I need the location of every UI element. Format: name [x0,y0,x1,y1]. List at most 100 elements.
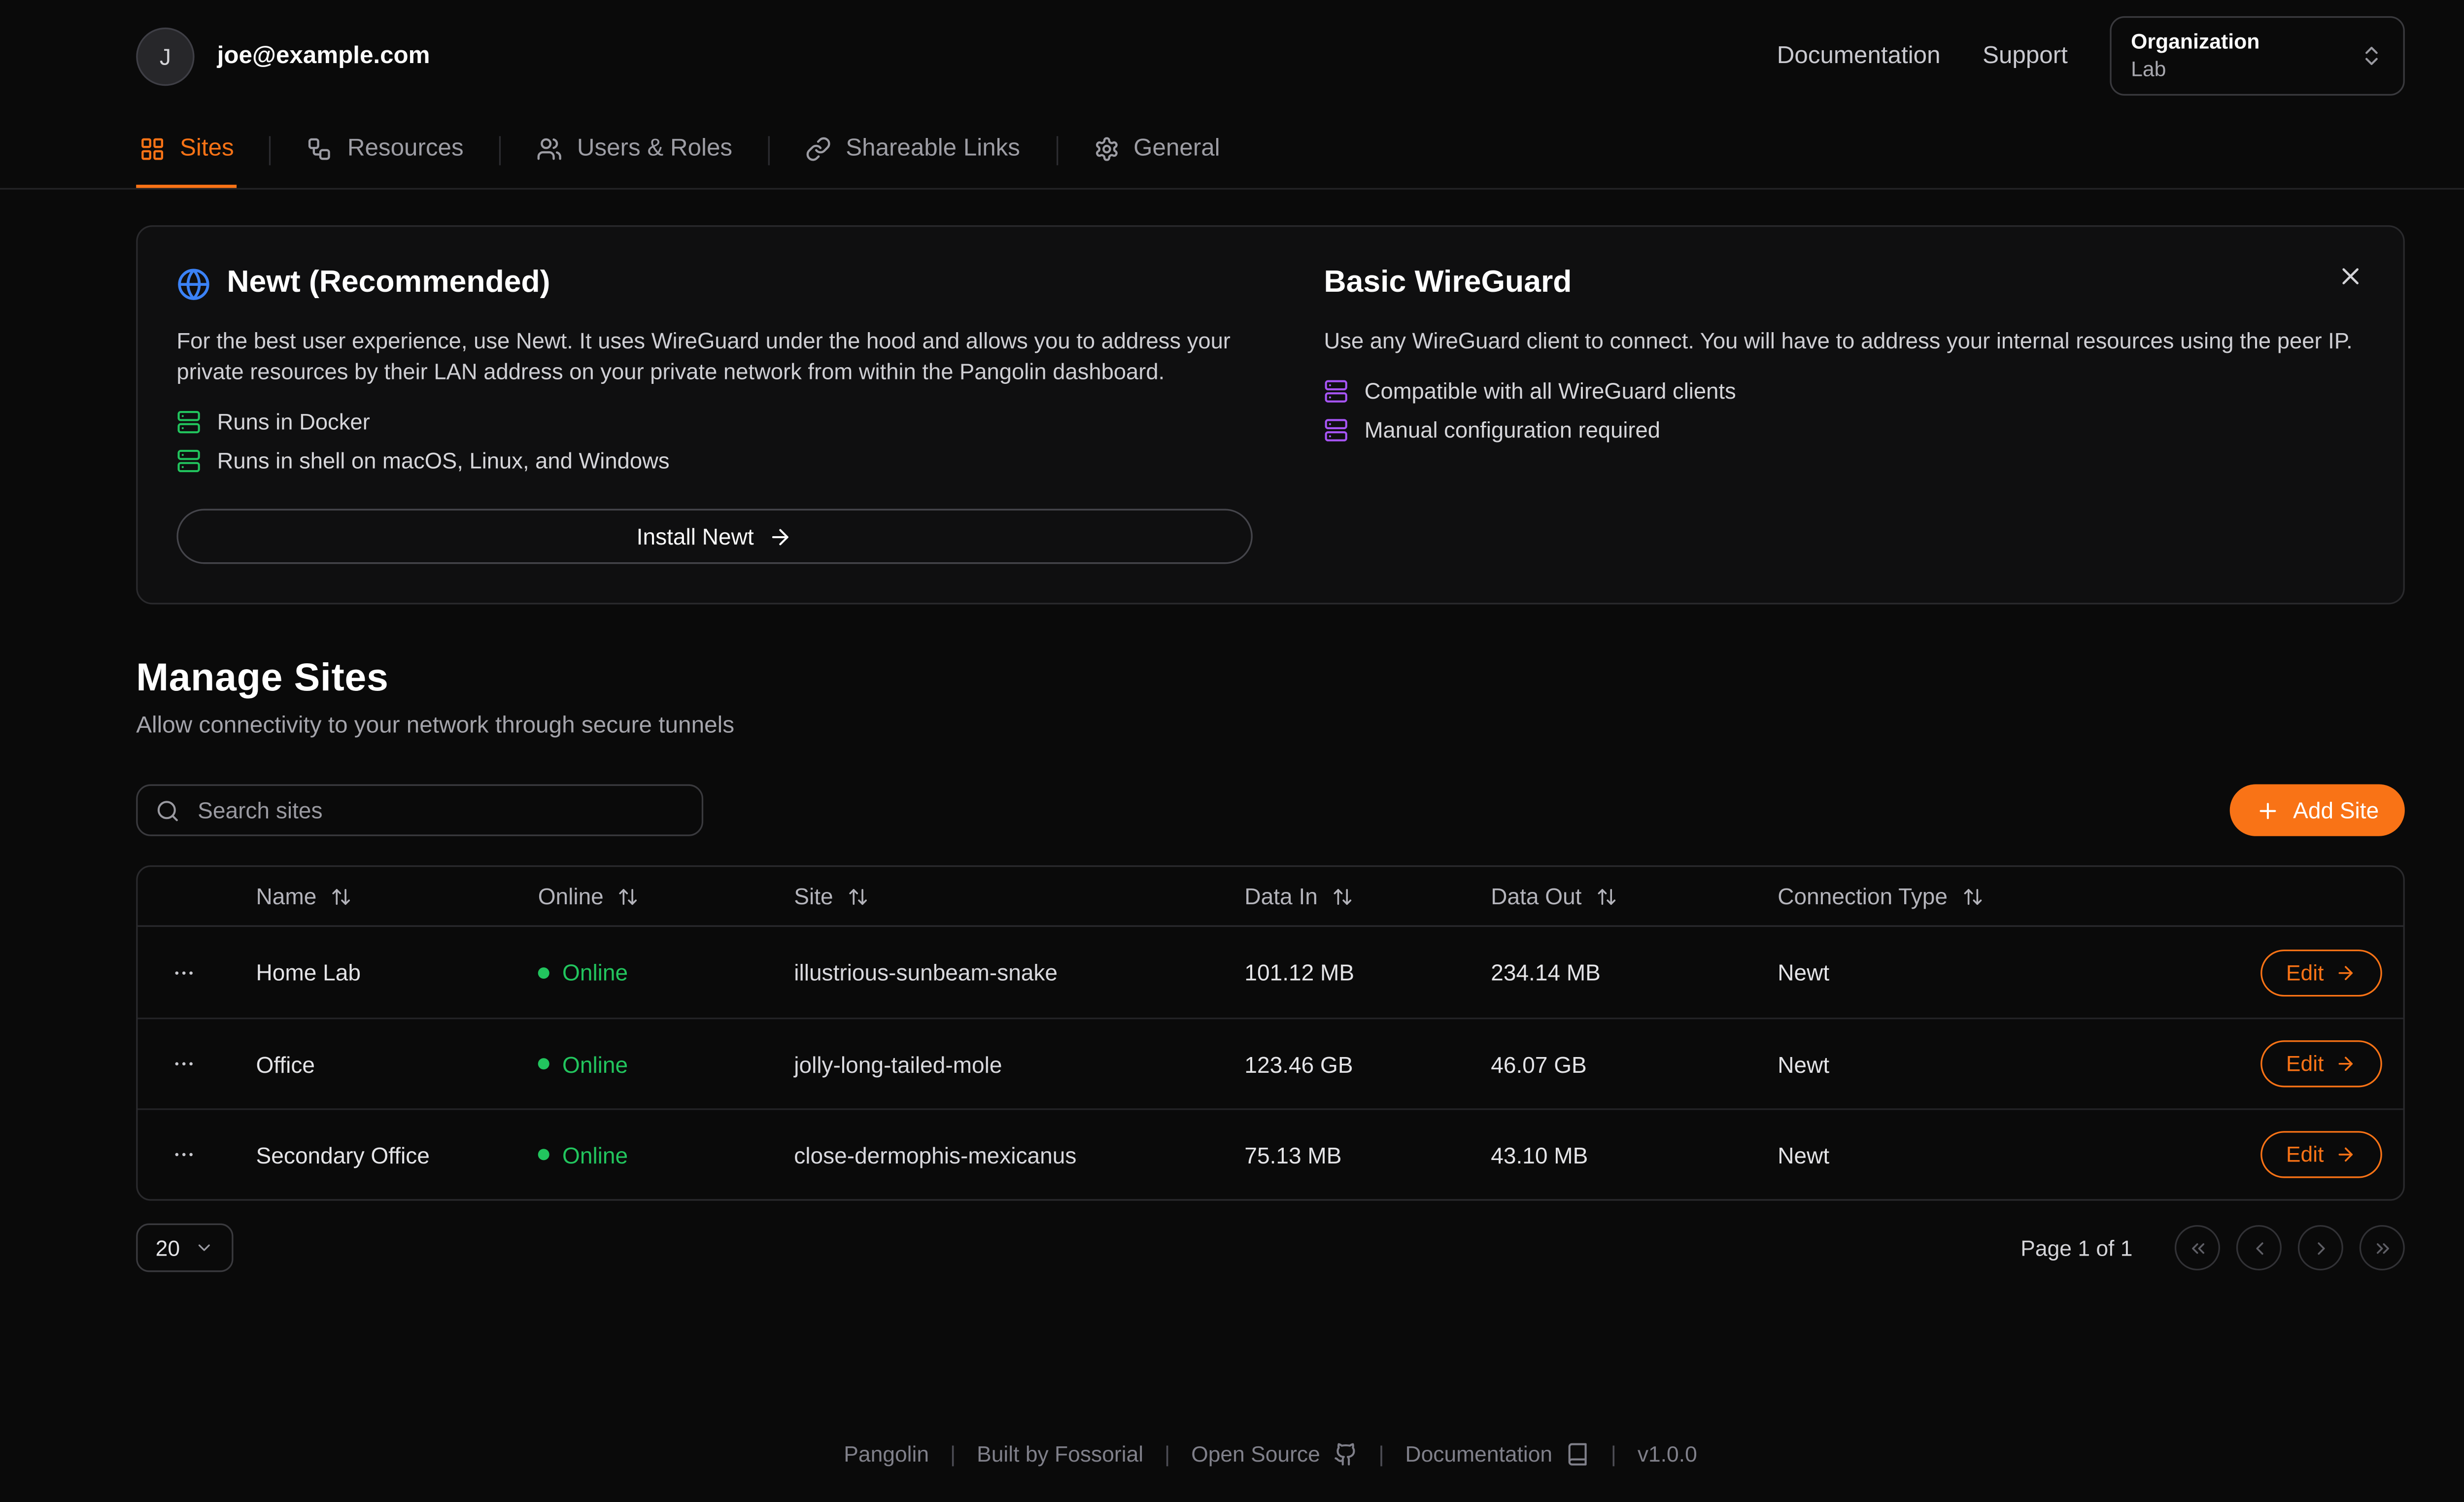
nav-documentation-link[interactable]: Documentation [1777,42,1941,70]
tab-sites-label: Sites [180,134,234,162]
column-header-data-out[interactable]: Data Out [1463,883,1750,909]
edit-site-button[interactable]: Edit [2260,1040,2382,1088]
column-header-data-in[interactable]: Data In [1217,883,1464,909]
workflow-icon [309,137,331,159]
feature-label: Runs in shell on macOS, Linux, and Windo… [217,449,670,474]
ellipsis-icon [174,1062,192,1066]
search-input[interactable] [194,795,684,825]
page-content: Newt (Recommended) For the best user exp… [0,190,2464,1502]
chevrons-left-icon [2191,1242,2204,1253]
last-page-button[interactable] [2359,1225,2405,1271]
tab-divider [499,135,501,165]
row-menu-button[interactable] [165,1136,202,1173]
page-title: Manage Sites [136,656,389,700]
sites-toolbar: Add Site [136,784,2405,836]
column-header-site[interactable]: Site [766,883,1217,909]
first-page-button[interactable] [2174,1225,2220,1271]
cell-online-status: Online [511,1141,767,1168]
plus-icon [2259,802,2276,819]
column-header-name[interactable]: Name [229,883,511,909]
footer-documentation-link[interactable]: Documentation [1405,1442,1590,1467]
row-menu-button[interactable] [165,1045,202,1083]
globe-icon [178,268,209,300]
chevron-down-icon [198,1244,210,1251]
table-row: Secondary Office Online close-dermophis-… [137,1108,2403,1199]
column-header-connection-type[interactable]: Connection Type [1750,883,2212,909]
top-nav: Documentation Support Organization Lab [1777,16,2405,96]
tab-users-roles[interactable]: Users & Roles [533,112,736,188]
org-selector[interactable]: Organization Lab [2110,16,2405,96]
cell-connection-type: Newt [1778,959,1830,986]
search-box[interactable] [136,784,704,836]
edit-site-button[interactable]: Edit [2260,1131,2382,1178]
sites-table: Name Online Site Data In Data Out [136,865,2405,1201]
cell-data-in: 75.13 MB [1244,1141,1342,1168]
avatar[interactable]: J [136,27,195,85]
page-info: Page 1 of 1 [2020,1235,2133,1260]
close-icon[interactable] [2330,256,2371,297]
users-icon [537,137,562,159]
arrow-right-icon [772,528,789,545]
link-icon [806,136,830,160]
footer-open-source-label: Open Source [1191,1442,1320,1467]
server-icon [1325,419,1347,442]
pager-buttons [2174,1225,2405,1271]
org-selector-value: Lab [2131,56,2166,80]
tab-sites[interactable]: Sites [136,112,238,188]
chevrons-right-icon [2376,1242,2389,1253]
book-icon [1568,1443,1587,1466]
online-status-label: Online [562,959,628,986]
wireguard-features: Compatible with all WireGuard clients Ma… [1324,379,2364,443]
user-menu[interactable]: J joe@example.com [136,27,430,85]
feature-label: Manual configuration required [1364,418,1661,443]
next-page-button[interactable] [2297,1225,2343,1271]
previous-page-button[interactable] [2236,1225,2282,1271]
row-menu-button[interactable] [165,954,202,991]
column-label: Site [794,883,833,909]
footer-documentation-label: Documentation [1405,1442,1553,1467]
column-label: Name [256,883,317,909]
footer-divider: | [1164,1442,1170,1467]
onboarding-card: Newt (Recommended) For the best user exp… [136,225,2405,605]
edit-site-button[interactable]: Edit [2260,949,2382,996]
cell-site-name: Home Lab [256,959,361,986]
nav-support-link[interactable]: Support [1983,42,2068,70]
newt-title: Newt (Recommended) [227,266,550,300]
cell-site-id: close-dermophis-mexicanus [794,1141,1077,1168]
page-size-select[interactable]: 20 [136,1223,234,1272]
column-label: Online [538,883,604,909]
github-icon [1334,1443,1355,1466]
top-bar: J joe@example.com Documentation Support … [0,0,2464,112]
cell-data-in: 123.46 GB [1244,1051,1353,1077]
edit-label: Edit [2286,1142,2324,1167]
tab-general[interactable]: General [1090,112,1223,188]
wireguard-column: Basic WireGuard Use any WireGuard client… [1324,266,2364,564]
cell-site-id: illustrious-sunbeam-snake [794,959,1058,986]
org-selector-label: Organization [2131,30,2260,54]
footer-open-source-link[interactable]: Open Source [1191,1442,1357,1467]
online-dot-icon [538,1149,549,1161]
tab-resources[interactable]: Resources [304,112,467,188]
org-selector-texts: Organization Lab [2131,30,2259,82]
tab-divider [1056,135,1058,165]
install-newt-button[interactable]: Install Newt [176,509,1253,564]
chevrons-up-down-icon [2365,46,2378,65]
cell-connection-type: Newt [1778,1051,1830,1077]
tab-general-label: General [1133,134,1220,162]
online-status-label: Online [562,1141,628,1168]
column-header-online[interactable]: Online [511,883,767,909]
add-site-button[interactable]: Add Site [2229,784,2405,836]
avatar-initial: J [159,43,171,69]
server-icon [177,450,200,473]
sort-icon [333,888,351,904]
footer-fossorial-link[interactable]: Built by Fossorial [977,1442,1144,1467]
edit-label: Edit [2286,960,2324,985]
arrow-right-icon [2338,965,2353,980]
main-tabs: Sites Resources Users & Roles Shareable … [0,112,2464,190]
newt-features: Runs in Docker Runs in shell on macOS, L… [176,410,1252,473]
tab-shareable-links[interactable]: Shareable Links [802,112,1023,188]
ellipsis-icon [174,970,192,974]
cell-online-status: Online [511,959,767,986]
server-icon [1325,380,1347,403]
